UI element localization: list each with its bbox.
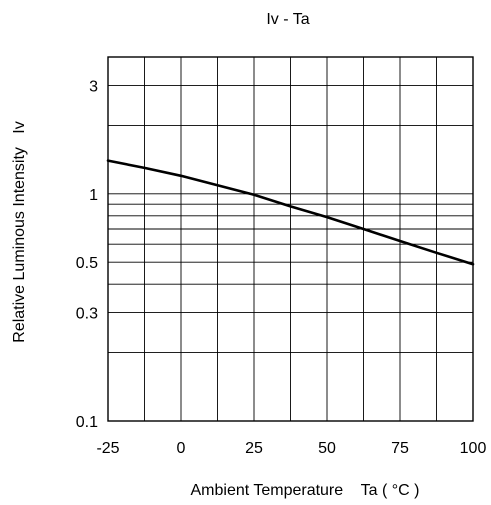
x-tick-label: 0 [177, 440, 186, 457]
y-tick-label: 1 [89, 187, 98, 204]
x-tick-label: 100 [460, 440, 487, 457]
x-axis-label: Ambient Temperature Ta ( °C ) [190, 482, 419, 499]
y-tick-label: 0.1 [76, 414, 98, 431]
data-series [106, 159, 475, 266]
y-tick-labels: 0.1 0.3 0.5 1 3 [76, 78, 98, 431]
x-tick-label: 75 [391, 440, 409, 457]
y-tick-label: 0.3 [76, 306, 98, 323]
y-tick-label: 0.5 [76, 255, 98, 272]
x-tick-label: -25 [96, 440, 119, 457]
series-line [106, 159, 475, 266]
x-tick-labels: -25 0 25 50 75 100 [96, 440, 486, 457]
x-tick-label: 25 [245, 440, 263, 457]
y-axis-label: Relative Luminous Intensity Iv [11, 121, 28, 342]
plot-area-frame [107, 56, 474, 422]
chart-title: Iv - Ta [266, 11, 309, 28]
y-tick-label: 3 [89, 78, 98, 95]
grid [107, 56, 474, 422]
x-tick-label: 50 [318, 440, 336, 457]
